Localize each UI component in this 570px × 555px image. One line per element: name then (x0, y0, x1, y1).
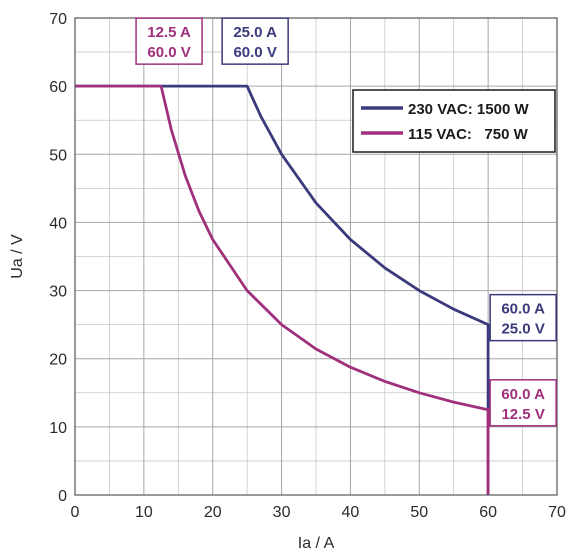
x-tick-label: 70 (548, 504, 566, 521)
legend-entry-115vac: 115 VAC: 750 W (408, 126, 529, 143)
annotation-current: 60.0 A (501, 301, 545, 318)
x-tick-label: 20 (204, 504, 222, 521)
y-tick-label: 30 (49, 284, 67, 301)
x-tick-label: 0 (71, 504, 80, 521)
legend-entry-230vac: 230 VAC: 1500 W (408, 101, 529, 118)
annotation-current: 25.0 A (233, 24, 277, 41)
y-tick-labels: 0 10 20 30 40 50 60 70 (49, 11, 67, 505)
annotation-2: 60.0 A 25.0 V (489, 293, 557, 342)
annotation-current: 60.0 A (501, 386, 545, 403)
annotations: 12.5 A60.0 V25.0 A60.0 V60.0 A25.0 V60.0… (135, 17, 557, 427)
annotation-0: 12.5 A 60.0 V (135, 17, 203, 65)
x-tick-label: 60 (479, 504, 497, 521)
annotation-voltage: 60.0 V (233, 44, 276, 61)
annotation-voltage: 25.0 V (501, 321, 544, 338)
x-tick-label: 30 (273, 504, 291, 521)
x-tick-labels: 0 10 20 30 40 50 60 70 (71, 504, 566, 521)
annotation-current: 12.5 A (147, 24, 191, 41)
series-line-0 (75, 84, 490, 495)
y-tick-label: 20 (49, 352, 67, 369)
legend-box (352, 89, 556, 153)
annotation-box (221, 17, 289, 65)
y-tick-label: 0 (58, 488, 67, 505)
annotation-box (489, 379, 557, 427)
annotation-3: 60.0 A 12.5 V (489, 379, 557, 427)
annotation-1: 25.0 A 60.0 V (221, 17, 289, 65)
x-tick-label: 40 (342, 504, 360, 521)
y-tick-label: 40 (49, 215, 67, 232)
y-tick-label: 50 (49, 147, 67, 164)
y-axis-label: Ua / V (9, 234, 26, 279)
y-tick-label: 70 (49, 11, 67, 28)
annotation-voltage: 60.0 V (147, 44, 190, 61)
series-line-1 (75, 84, 490, 495)
y-tick-label: 60 (49, 79, 67, 96)
y-tick-label: 10 (49, 420, 67, 437)
annotation-voltage: 12.5 V (501, 406, 544, 423)
plot-frame (74, 17, 558, 496)
series-layer (75, 84, 490, 495)
annotation-box (135, 17, 203, 65)
x-tick-label: 50 (410, 504, 428, 521)
legend: 230 VAC: 1500 W 115 VAC: 750 W (352, 89, 556, 153)
x-axis-label: Ia / A (298, 535, 335, 552)
annotation-box (489, 293, 557, 342)
x-tick-label: 10 (135, 504, 153, 521)
